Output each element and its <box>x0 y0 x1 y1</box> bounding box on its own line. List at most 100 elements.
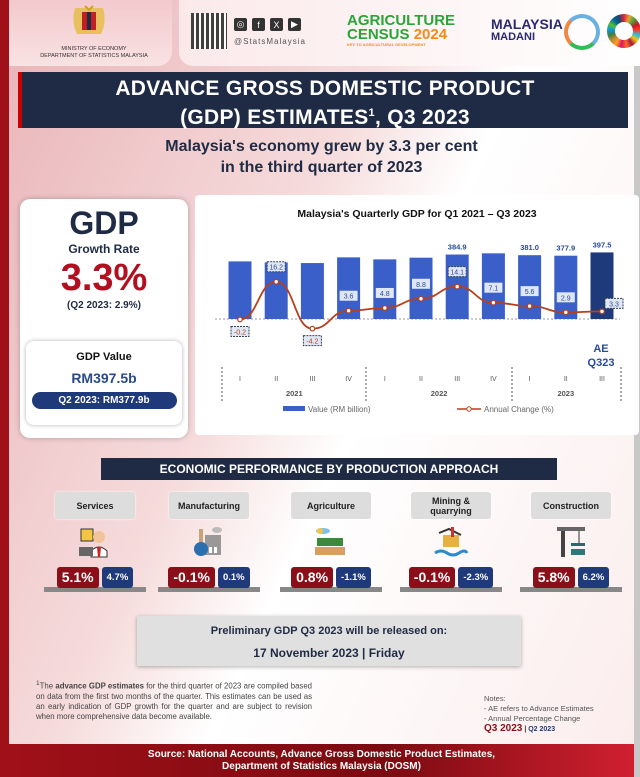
quarter-tick-label: II <box>564 376 568 383</box>
change-label: 4.8 <box>380 291 390 298</box>
change-label: 5.6 <box>525 289 535 296</box>
factory-icon <box>194 527 222 556</box>
social-handle: @StatsMalaysia <box>234 37 306 46</box>
sector-q2-growth: -2.3% <box>458 567 494 588</box>
change-label-box <box>520 286 539 297</box>
release-notice: Preliminary GDP Q3 2023 will be released… <box>137 616 521 666</box>
quarterly-gdp-chart: Malaysia's Quarterly GDP for Q1 2021 – Q… <box>195 195 639 435</box>
qr-code[interactable] <box>191 13 227 49</box>
line-point <box>490 299 497 306</box>
sector-q3-growth: 5.1% <box>56 567 99 588</box>
source-footer: Source: National Accounts, Advance Gross… <box>9 744 634 777</box>
line-point <box>273 278 280 285</box>
ministry-name: MINISTRY OF ECONOMY <box>61 46 127 52</box>
legend-line-label: Annual Change (%) <box>484 405 554 414</box>
department-name: DEPARTMENT OF STATISTICS MALAYSIA <box>40 53 148 59</box>
instagram-icon[interactable]: ◎ <box>234 18 247 31</box>
agriculture-census-logo: AGRICULTURE CENSUS 2024 KEY TO AGRICULTURA… <box>347 12 456 47</box>
annual-change-line <box>239 280 603 330</box>
crane-icon <box>557 527 585 557</box>
q323-annotation: Q323 <box>588 357 615 369</box>
sector-q3-growth: 0.8% <box>291 567 334 588</box>
change-label-box <box>339 290 358 301</box>
sector-label: Manufacturing <box>169 492 249 519</box>
gdp-value: RM397.5b <box>71 370 137 386</box>
bar <box>300 263 324 319</box>
checkmark-logo <box>564 14 600 50</box>
youtube-icon[interactable]: ▶ <box>288 18 301 31</box>
sector-label: Mining & quarrying <box>411 492 491 519</box>
gdp-value-label: GDP Value <box>76 351 132 363</box>
quarter-tick-label: III <box>599 376 605 383</box>
malaysia-madani-logo: MALAYSIA MADANI <box>491 16 563 43</box>
chart-title: Malaysia's Quarterly GDP for Q1 2021 – Q… <box>297 208 536 220</box>
gdp-value-previous: Q2 2023: RM377.9b <box>31 392 177 409</box>
sector-manufacturing: Manufacturing -0.1% 0.1% <box>154 492 264 592</box>
section-title: ECONOMIC PERFORMANCE BY PRODUCTION APPRO… <box>101 458 557 480</box>
x-icon[interactable]: X <box>270 18 283 31</box>
sector-mining-quarrying: Mining & quarrying -0.1% -2.3% <box>396 492 506 592</box>
bar <box>264 262 288 319</box>
change-label: 14.1 <box>450 270 464 277</box>
change-label-box <box>484 282 503 293</box>
change-label-box <box>556 292 575 303</box>
change-label-box <box>412 278 430 289</box>
change-label-box <box>447 266 467 278</box>
change-label: -0.2 <box>234 329 246 336</box>
line-point <box>562 309 569 316</box>
sector-q3-growth: 5.8% <box>532 567 575 588</box>
line-point <box>526 303 533 310</box>
change-label: 8.8 <box>416 282 426 289</box>
change-label-box <box>604 297 624 309</box>
social-links: ◎ f X ▶ <box>234 18 301 31</box>
quarter-tick-label: I <box>529 376 531 383</box>
quarter-tick-label: IV <box>345 376 352 383</box>
quarter-tick-label: I <box>239 376 241 383</box>
malaysia-crest-logo <box>73 5 105 34</box>
change-label-box <box>375 287 394 298</box>
line-point <box>381 305 388 311</box>
growth-rate-value: 3.3% <box>60 257 148 299</box>
sector-services: Services 5.1% 4.7% <box>40 492 150 592</box>
year-label: 2021 <box>286 389 303 398</box>
gdp-heading: GDP <box>69 205 139 241</box>
quarter-tick-label: IV <box>490 376 497 383</box>
change-label-box <box>302 335 322 347</box>
sector-q2-growth: 4.7% <box>101 567 134 588</box>
facebook-icon[interactable]: f <box>252 18 265 31</box>
customer-service-icon <box>79 528 108 558</box>
line-point <box>345 307 352 314</box>
oil-rig-icon <box>434 527 469 557</box>
line-point <box>237 316 243 323</box>
sector-agriculture: Agriculture 0.8% -1.1% <box>276 492 386 592</box>
bar <box>337 257 361 319</box>
quarter-tick-label: I <box>384 376 386 383</box>
sector-q3-growth: -0.1% <box>408 567 456 588</box>
sector-q2-growth: 6.2% <box>577 567 610 588</box>
gdp-value-card: GDP Value RM397.5b Q2 2023: RM377.9b <box>26 341 182 425</box>
change-label: 16.2 <box>269 265 283 272</box>
quarter-tick-label: II <box>419 376 423 383</box>
quarter-tick-label: II <box>274 376 278 383</box>
change-label-box <box>266 261 286 273</box>
legend-line-marker <box>466 406 472 412</box>
sector-q3-growth: -0.1% <box>168 567 215 588</box>
footnote: 1The advance GDP estimates for the third… <box>36 680 312 721</box>
legend-q2: Q2 2023 <box>528 726 556 733</box>
sector-label: Construction <box>531 492 611 519</box>
change-label: 3.6 <box>344 294 354 301</box>
change-label: 3.3 <box>609 301 619 308</box>
farm-icon <box>315 528 345 555</box>
year-label: 2022 <box>431 389 448 398</box>
quarter-tick-label: III <box>309 376 315 383</box>
quarter-tick-label: III <box>454 376 460 383</box>
bar-value-label: 397.5 <box>593 240 612 249</box>
bar <box>228 261 252 319</box>
bar-value-label: 377.9 <box>556 244 575 253</box>
gdp-growth-card: GDP Growth Rate 3.3% (Q2 2023: 2.9%) GDP… <box>20 199 188 438</box>
headline: Malaysia's economy grew by 3.3 per cent i… <box>165 138 478 176</box>
bar <box>554 255 578 319</box>
legend-bar-swatch <box>283 406 305 411</box>
growth-rate-previous: (Q2 2023: 2.9%) <box>67 300 141 311</box>
sector-label: Services <box>55 492 135 519</box>
